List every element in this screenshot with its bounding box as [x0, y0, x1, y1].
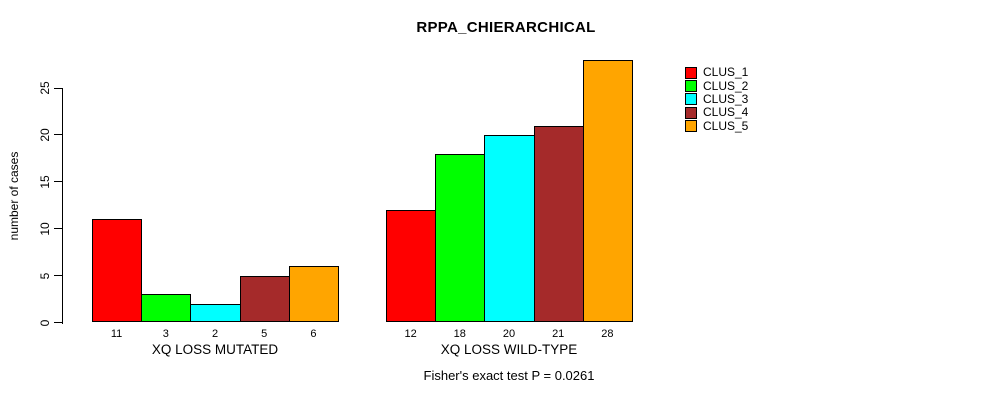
y-axis-tick: [54, 134, 62, 136]
legend-item-clus_1: CLUS_1: [685, 66, 748, 79]
bar-clus_1-group2: [386, 209, 437, 323]
y-axis-tick-label: 5: [38, 272, 52, 279]
bar-clus_1-group1: [92, 219, 143, 323]
y-axis-tick: [54, 322, 62, 323]
bar-clus_2-group1: [141, 294, 192, 323]
x-axis-group-label: XQ LOSS WILD-TYPE: [440, 342, 578, 357]
legend-item-clus_2: CLUS_2: [685, 78, 749, 93]
bar-value-label: 12: [404, 328, 417, 340]
bar-value-label: 21: [552, 328, 565, 340]
bar-clus_4-group2: [533, 125, 584, 323]
legend-swatch-icon: [685, 120, 697, 133]
legend-item-clus_5: CLUS_5: [685, 118, 749, 133]
bar-clus_3-group2: [484, 134, 535, 323]
y-axis-tick-label: 15: [38, 175, 52, 189]
y-axis-line: [62, 88, 63, 324]
legend: CLUS_1 CLUS_2 CLUS_3 CLUS_4 CLUS_5: [685, 66, 748, 133]
bar-value-label: 2: [211, 328, 219, 340]
y-axis-tick: [54, 228, 62, 230]
y-axis-tick-label: 10: [38, 222, 52, 236]
legend-label: CLUS_3: [703, 91, 749, 106]
y-axis-tick: [54, 87, 62, 89]
y-axis-tick-label: 20: [38, 128, 52, 142]
y-axis-tick: [54, 275, 62, 277]
footnote-text: Fisher's exact test P = 0.0261: [423, 368, 595, 383]
bar-clus_2-group2: [435, 153, 486, 323]
chart-title: RPPA_CHIERARCHICAL: [416, 19, 596, 36]
legend-item-clus_3: CLUS_3: [685, 91, 749, 106]
legend-swatch-icon: [685, 66, 697, 79]
y-axis-label: number of cases: [7, 151, 21, 241]
bar-clus_5-group2: [582, 59, 633, 323]
legend-item-clus_4: CLUS_4: [685, 106, 748, 119]
bar-clus_4-group1: [239, 275, 290, 323]
bar-value-label: 5: [261, 328, 268, 340]
legend-swatch-icon: [685, 106, 697, 119]
y-axis-tick-label: 25: [38, 81, 52, 95]
legend-label: CLUS_1: [703, 65, 749, 80]
legend-swatch-icon: [685, 80, 697, 93]
bar-value-label: 20: [502, 328, 516, 340]
y-axis-tick: [54, 181, 62, 183]
bar-value-label: 18: [453, 328, 466, 340]
legend-label: CLUS_2: [703, 78, 749, 93]
bar-value-label: 3: [162, 328, 169, 340]
legend-label: CLUS_5: [703, 118, 749, 133]
bar-value-label: 28: [601, 328, 614, 340]
legend-swatch-icon: [685, 93, 697, 106]
legend-label: CLUS_4: [703, 105, 749, 120]
y-axis-tick-label: 0: [38, 319, 52, 326]
bar-clus_5-group1: [288, 266, 339, 323]
x-axis-group-label: XQ LOSS MUTATED: [151, 342, 279, 357]
bar-clus_3-group1: [190, 303, 241, 323]
bar-value-label: 6: [310, 328, 317, 340]
bar-value-label: 11: [110, 328, 123, 340]
